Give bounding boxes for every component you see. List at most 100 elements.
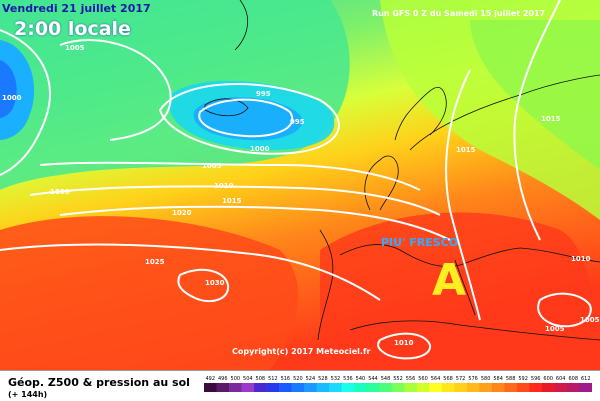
- legend-footer: Géop. Z500 & pression au sol (+ 144h) 49…: [0, 370, 600, 401]
- isobar-label: 1015: [541, 115, 561, 123]
- isobar-label: 995: [290, 118, 305, 126]
- scale-label: 524: [306, 376, 316, 382]
- scale-swatch: [366, 383, 380, 392]
- map-title: Géop. Z500 & pression au sol: [8, 376, 190, 389]
- isobar-lines: [0, 0, 591, 358]
- forecast-date: Vendredi 21 juillet 2017: [2, 2, 151, 15]
- scale-label: 560: [418, 376, 428, 382]
- scale-label: 604: [556, 376, 566, 382]
- scale-label: 556: [406, 376, 416, 382]
- scale-swatch: [391, 383, 405, 392]
- west-low: [0, 40, 35, 140]
- scale-label: 552: [393, 376, 403, 382]
- scale-swatch: [316, 383, 330, 392]
- scale-label: 580: [481, 376, 491, 382]
- annotation-label: PIU' FRESCO: [381, 236, 459, 249]
- isobar-label: 1030: [205, 279, 225, 287]
- scale-swatch: [216, 383, 230, 392]
- scale-label: 540: [356, 376, 366, 382]
- scale-swatch: [529, 383, 543, 392]
- isobar-label: 1000: [2, 94, 22, 102]
- isobar-label: 1010: [394, 339, 414, 347]
- scale-swatch: [579, 383, 592, 392]
- isobar-label: 1000: [50, 188, 70, 196]
- scale-label: 572: [456, 376, 466, 382]
- color-scale-bar: [204, 383, 592, 392]
- scale-label: 608: [568, 376, 578, 382]
- scale-label: 584: [493, 376, 503, 382]
- isobar-label: 1005: [202, 162, 222, 170]
- map-subtitle: (+ 144h): [8, 390, 48, 399]
- scale-label: 512: [268, 376, 278, 382]
- west-low-core: [0, 60, 17, 118]
- scale-swatch: [516, 383, 530, 392]
- low-zone-core: [193, 97, 302, 141]
- scale-label: 592: [518, 376, 528, 382]
- isobar-label: 1005: [65, 44, 85, 52]
- scale-label: 548: [381, 376, 391, 382]
- isobar-labels: 1005 1000 995 995 1000 1005 1010 1015 10…: [2, 44, 600, 347]
- scale-swatch: [354, 383, 368, 392]
- forecast-time: 2:00 locale: [14, 18, 131, 40]
- scale-swatch: [454, 383, 468, 392]
- azores-high-zone: [0, 216, 299, 370]
- scale-label: 588: [506, 376, 516, 382]
- color-scale-labels: 492 496 500 504 508 512 516 520 524 528 532 536 540 5…: [205, 376, 591, 382]
- scale-swatch: [329, 383, 342, 392]
- scale-label: 516: [281, 376, 291, 382]
- model-run-label: Run GFS 0 Z du Samedi 15 juillet 2017: [372, 9, 546, 18]
- scale-label: 508: [256, 376, 266, 382]
- scale-swatch: [541, 383, 555, 392]
- scale-label: 532: [331, 376, 341, 382]
- copyright-label: Copyright(c) 2017 Meteociel.fr: [232, 347, 371, 356]
- scale-swatch: [341, 383, 355, 392]
- scale-swatch: [279, 383, 292, 392]
- scale-label: 612: [581, 376, 591, 382]
- scale-swatch: [429, 383, 443, 392]
- scale-label: 564: [431, 376, 441, 382]
- scale-label: 528: [318, 376, 328, 382]
- isobar-label: 1025: [145, 258, 165, 266]
- scale-label: 600: [543, 376, 553, 382]
- scale-label: 536: [343, 376, 353, 382]
- scale-label: 520: [293, 376, 303, 382]
- mediterranean-zone: [320, 212, 600, 370]
- scale-label: 544: [368, 376, 378, 382]
- scale-label: 500: [231, 376, 241, 382]
- scale-swatch: [229, 383, 242, 392]
- scale-swatch: [491, 383, 505, 392]
- isobar-label: 1005: [580, 316, 600, 324]
- scale-swatch: [241, 383, 255, 392]
- isobar-label: 1020: [172, 209, 192, 217]
- scale-swatch: [379, 383, 393, 392]
- scale-swatch: [479, 383, 493, 392]
- scale-swatch: [554, 383, 568, 392]
- scale-swatch: [266, 383, 280, 392]
- scale-label: 504: [243, 376, 253, 382]
- scale-swatch: [504, 383, 518, 392]
- scale-swatch: [466, 383, 480, 392]
- isobar-label: 1010: [214, 182, 234, 190]
- weather-map: 1005 1000 995 995 1000 1005 1010 1015 10…: [0, 0, 600, 370]
- isobar-label: 1000: [250, 145, 270, 153]
- scale-swatch: [204, 383, 217, 392]
- northeast-zone-inner: [470, 20, 600, 170]
- scale-swatch: [566, 383, 580, 392]
- isobar-label: 1005: [545, 325, 565, 333]
- isobar-label: 1010: [571, 255, 591, 263]
- isobar-label: 995: [256, 90, 271, 98]
- scale-swatch: [254, 383, 267, 392]
- scale-swatch: [441, 383, 455, 392]
- isobar-label: 1015: [456, 146, 476, 154]
- scale-swatch: [291, 383, 305, 392]
- scale-label: 496: [218, 376, 228, 382]
- scale-label: 492: [205, 376, 215, 382]
- scale-label: 596: [531, 376, 541, 382]
- scale-swatch: [416, 383, 430, 392]
- high-pressure-marker: A: [432, 255, 467, 306]
- scale-label: 576: [468, 376, 478, 382]
- isobar-label: 1015: [222, 197, 242, 205]
- scale-swatch: [404, 383, 418, 392]
- scale-label: 568: [443, 376, 453, 382]
- scale-swatch: [304, 383, 317, 392]
